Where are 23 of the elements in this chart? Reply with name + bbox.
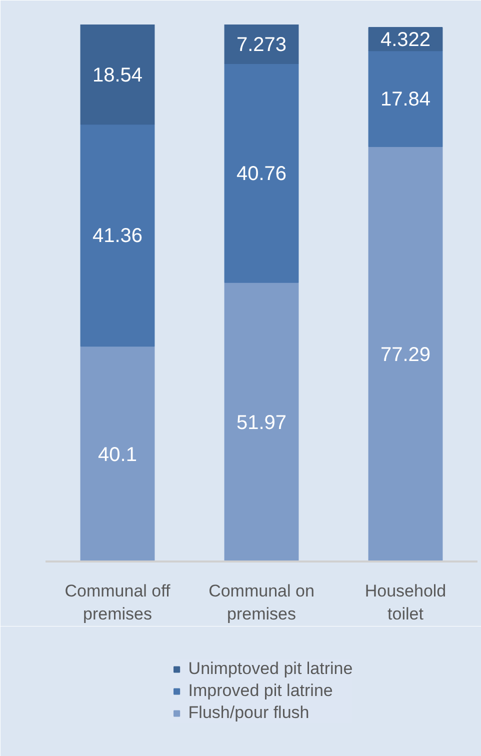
x-tick-label: Communal off premises <box>64 582 171 624</box>
bar <box>80 346 155 562</box>
x-tick-label: Household toilet <box>364 582 446 624</box>
bar <box>80 24 155 125</box>
data-label: 40.76 <box>236 162 287 185</box>
bar <box>80 124 155 347</box>
legend-label: Flush/pour flush <box>188 703 310 723</box>
bar <box>368 146 443 562</box>
data-label: 51.97 <box>236 412 287 434</box>
bar <box>368 50 443 147</box>
bar <box>224 24 299 64</box>
bar <box>224 282 299 562</box>
data-label: 41.36 <box>92 225 143 248</box>
data-label: 18.54 <box>92 64 143 86</box>
x-tick-label: Communal on premises <box>208 582 314 624</box>
data-label: 4.322 <box>380 29 431 52</box>
data-label: 7.273 <box>236 34 287 56</box>
bar <box>224 63 299 283</box>
legend-label: Improved pit latrine <box>188 681 333 701</box>
data-label: 40.1 <box>98 444 137 466</box>
data-label: 17.84 <box>380 88 431 111</box>
data-label: 77.29 <box>380 344 431 366</box>
legend-label: Unimptoved pit latrine <box>188 659 353 679</box>
